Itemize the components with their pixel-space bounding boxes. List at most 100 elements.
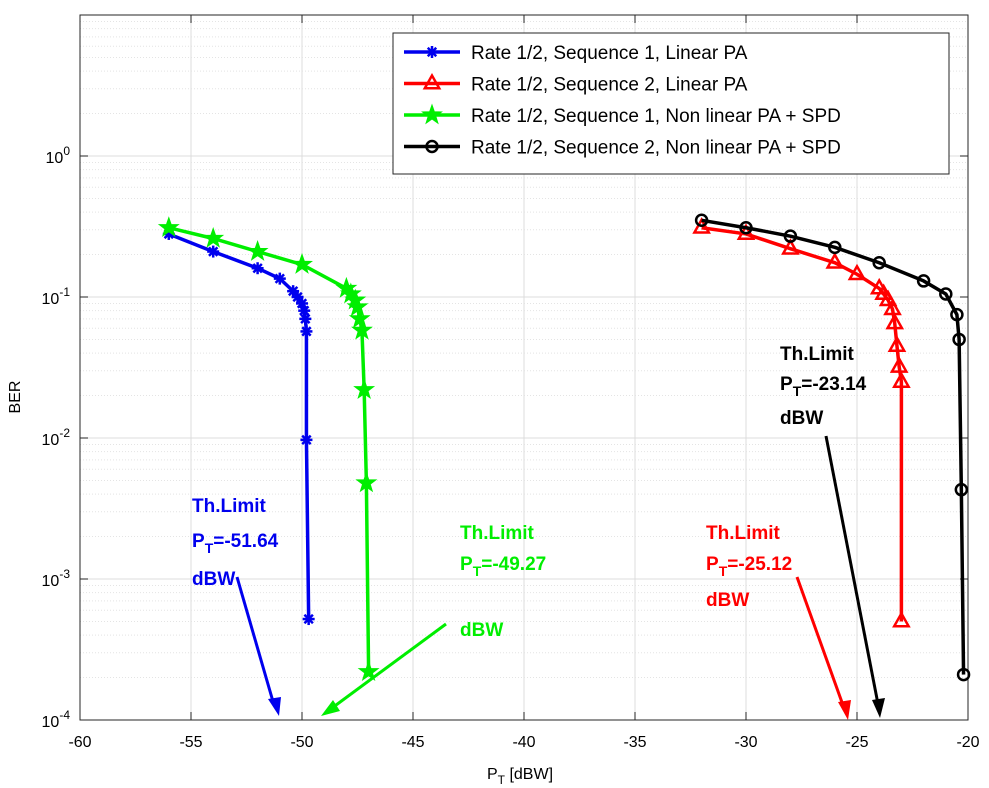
data-point (291, 291, 304, 303)
legend-entry: Rate 1/2, Sequence 1, Linear PA (404, 43, 748, 64)
x-tick-label: -20 (956, 734, 979, 751)
data-point (954, 482, 969, 497)
y-axis-label: BER (7, 381, 24, 414)
annotation-value: PT=-23.14 (780, 374, 867, 399)
x-tick-label: -55 (179, 734, 202, 751)
data-point (207, 245, 220, 258)
x-tick-label: -35 (623, 734, 646, 751)
x-tick-label: -40 (512, 734, 535, 751)
data-point (202, 226, 225, 248)
legend-entry: Rate 1/2, Sequence 2, Non linear PA + SP… (404, 138, 841, 159)
data-point (783, 229, 798, 243)
data-point (291, 252, 313, 274)
data-point (300, 433, 313, 446)
legend-marker (421, 103, 443, 125)
annotation-arrow-head (268, 697, 281, 716)
series-2 (692, 217, 911, 628)
legend-marker (425, 139, 439, 154)
data-point (825, 252, 845, 269)
legend-box (392, 32, 950, 175)
annotation-title: Th.Limit (780, 344, 855, 365)
legend-label: Rate 1/2, Sequence 1, Non linear PA + SP… (471, 106, 841, 127)
data-point (847, 263, 867, 281)
data-point (889, 356, 909, 373)
data-point (885, 312, 905, 330)
legend-label: Rate 1/2, Sequence 1, Linear PA (471, 43, 748, 64)
x-axis: -60 -55 -50 -45 -40 -35 -30 -25 -20 (68, 15, 980, 751)
series-1 (162, 227, 315, 626)
data-point (251, 262, 264, 275)
data-point (872, 255, 886, 270)
y-tick-label: 10-4 (42, 708, 71, 731)
data-point (350, 318, 373, 340)
data-point (353, 378, 376, 400)
annotation-title: Th.Limit (460, 523, 535, 544)
series-line (168, 226, 371, 672)
data-point (952, 332, 966, 347)
data-point (300, 325, 313, 338)
annotation-arrow-shaft (795, 576, 846, 709)
y-axis: 10-4 10-3 10-2 10-1 100 (42, 144, 968, 731)
x-tick-label: -25 (845, 734, 868, 751)
data-point (887, 335, 907, 352)
data-point (694, 213, 709, 228)
legend-marker (426, 46, 438, 58)
annotation-unit: dBW (192, 569, 235, 590)
data-point (739, 220, 753, 235)
data-point (692, 217, 711, 234)
annotation-seq1-nonlinear: Th.Limit PT=-49.27 dBW (321, 523, 546, 716)
data-point (273, 272, 286, 285)
data-point (950, 307, 964, 322)
x-tick-label: -30 (734, 734, 757, 751)
annotation-arrow-head (838, 700, 851, 720)
y-tick-label: 10-3 (42, 567, 71, 590)
data-point (892, 371, 911, 388)
annotation-unit: dBW (780, 408, 823, 429)
annotation-unit: dBW (706, 590, 749, 611)
annotation-arrow-shaft (235, 576, 276, 706)
annotation-arrow-head (321, 700, 340, 716)
legend-label: Rate 1/2, Sequence 2, Non linear PA + SP… (471, 138, 841, 159)
data-point (883, 298, 902, 316)
annotation-value: PT=-51.64 (192, 531, 279, 556)
legend: Rate 1/2, Sequence 1, Linear PA Rate 1/2,… (392, 32, 950, 175)
annotation-title: Th.Limit (706, 523, 781, 544)
data-point (157, 216, 180, 238)
annotation-value: PT=-25.12 (706, 554, 792, 579)
data-point (299, 312, 312, 325)
data-point (939, 287, 953, 301)
data-point (246, 240, 269, 261)
series-line (701, 218, 966, 675)
data-point (781, 238, 800, 255)
annotation-seq1-linear: Th.Limit PT=-51.64 dBW (192, 496, 281, 716)
annotation-seq2-linear: Th.Limit PT=-25.12 dBW (706, 523, 851, 720)
data-point (302, 613, 315, 626)
x-tick-label: -60 (68, 734, 91, 751)
data-point (355, 471, 378, 493)
legend-label: Rate 1/2, Sequence 2, Linear PA (471, 75, 748, 96)
x-axis-label: PT [dBW] (487, 766, 553, 787)
data-point (828, 240, 842, 255)
y-tick-label: 10-2 (42, 426, 71, 449)
data-point (346, 295, 369, 317)
data-point (357, 660, 380, 682)
legend-entry: Rate 1/2, Sequence 1, Non linear PA + SP… (404, 103, 841, 127)
legend-entry: Rate 1/2, Sequence 2, Linear PA (404, 72, 748, 96)
series-3 (157, 216, 380, 682)
data-point (348, 307, 371, 329)
y-tick-label: 100 (46, 144, 71, 167)
annotation-arrow-shaft (824, 435, 880, 705)
annotation-arrow-head (872, 698, 885, 718)
legend-marker (422, 72, 442, 90)
series-layer (157, 213, 971, 682)
x-tick-label: -50 (290, 734, 313, 751)
data-point (892, 610, 911, 628)
y-tick-label: 10-1 (42, 285, 71, 308)
annotation-arrow-shaft (331, 622, 447, 710)
annotation-value: PT=-49.27 (460, 554, 546, 579)
annotation-seq2-nonlinear: Th.Limit PT=-23.14 dBW (780, 344, 885, 718)
data-point (916, 274, 931, 288)
data-point (878, 289, 898, 307)
data-point (956, 667, 971, 682)
